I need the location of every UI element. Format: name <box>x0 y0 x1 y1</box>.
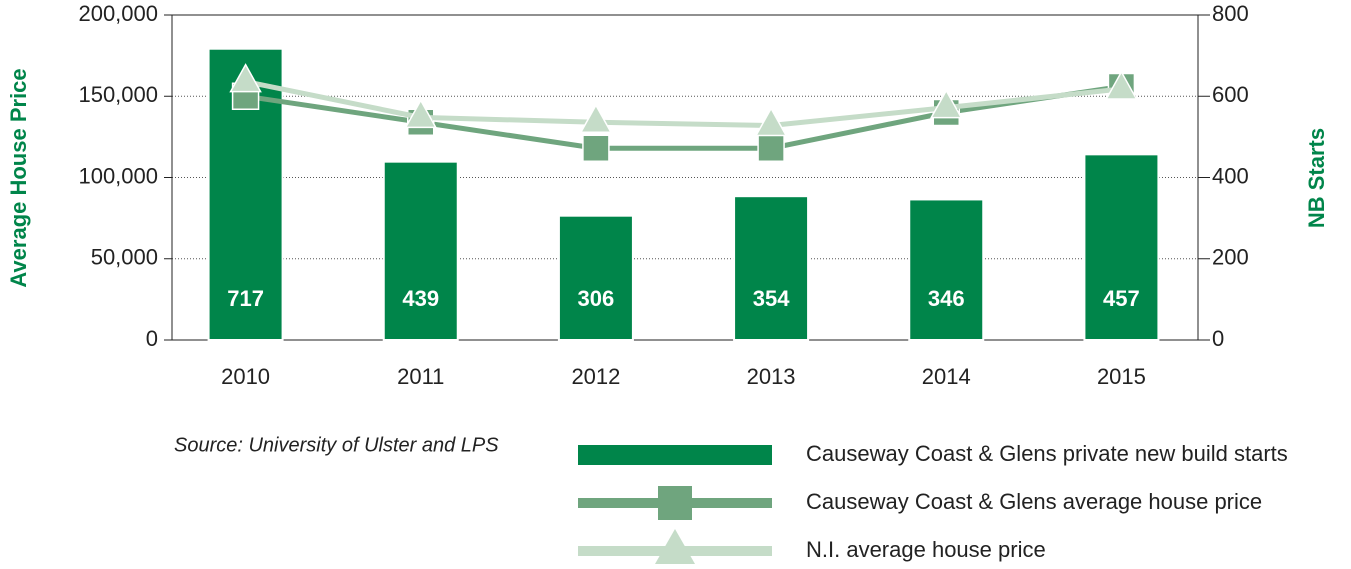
y2-tick-label: 600 <box>1212 82 1249 107</box>
source-note: Source: University of Ulster and LPS <box>174 434 499 456</box>
line <box>245 84 1122 151</box>
legend-marker <box>655 529 695 564</box>
bar-value-label: 346 <box>928 286 965 311</box>
bar-value-label: 354 <box>753 286 790 311</box>
y-tick-label: 100,000 <box>78 163 158 188</box>
legend-label: Causeway Coast & Glens average house pri… <box>806 489 1262 514</box>
legend-label: N.I. average house price <box>806 537 1046 562</box>
y2-axis-label: NB Starts <box>1304 128 1329 228</box>
x-tick-label: 2015 <box>1097 364 1146 389</box>
bar-value-label: 306 <box>578 286 615 311</box>
bar <box>382 160 459 341</box>
legend-swatch <box>578 445 772 465</box>
bar <box>908 198 985 341</box>
plot-frame <box>171 14 1199 341</box>
line-marker <box>579 103 613 133</box>
bar <box>557 214 634 341</box>
line-marker <box>754 106 788 137</box>
line-marker <box>929 89 963 119</box>
bar <box>1083 153 1160 341</box>
y2-tick-label: 0 <box>1212 326 1224 351</box>
bar-value-label: 457 <box>1103 286 1140 311</box>
y-tick-label: 200,000 <box>78 1 158 26</box>
x-tick-label: 2013 <box>747 364 796 389</box>
bar <box>733 195 810 341</box>
line-marker <box>757 134 785 162</box>
y2-tick-label: 200 <box>1212 245 1249 270</box>
x-tick-label: 2011 <box>397 364 444 389</box>
line-marker <box>404 98 438 129</box>
bar-value-label: 717 <box>227 286 264 311</box>
line <box>245 79 1122 129</box>
x-tick-label: 2010 <box>221 364 270 389</box>
y-tick-label: 50,000 <box>91 245 158 270</box>
x-tick-label: 2012 <box>571 364 620 389</box>
y-tick-label: 150,000 <box>78 82 158 107</box>
line-marker <box>1105 70 1138 100</box>
y-axis-label: Average House Price <box>6 68 31 287</box>
x-tick-label: 2014 <box>922 364 971 389</box>
y-tick-label: 0 <box>146 326 158 351</box>
legend-marker <box>658 486 692 520</box>
line-marker <box>582 134 610 162</box>
y2-tick-label: 800 <box>1212 1 1249 26</box>
legend-label: Causeway Coast & Glens private new build… <box>806 441 1288 466</box>
bar-value-label: 439 <box>402 286 439 311</box>
line-marker <box>229 63 262 93</box>
y2-tick-label: 400 <box>1212 163 1249 188</box>
